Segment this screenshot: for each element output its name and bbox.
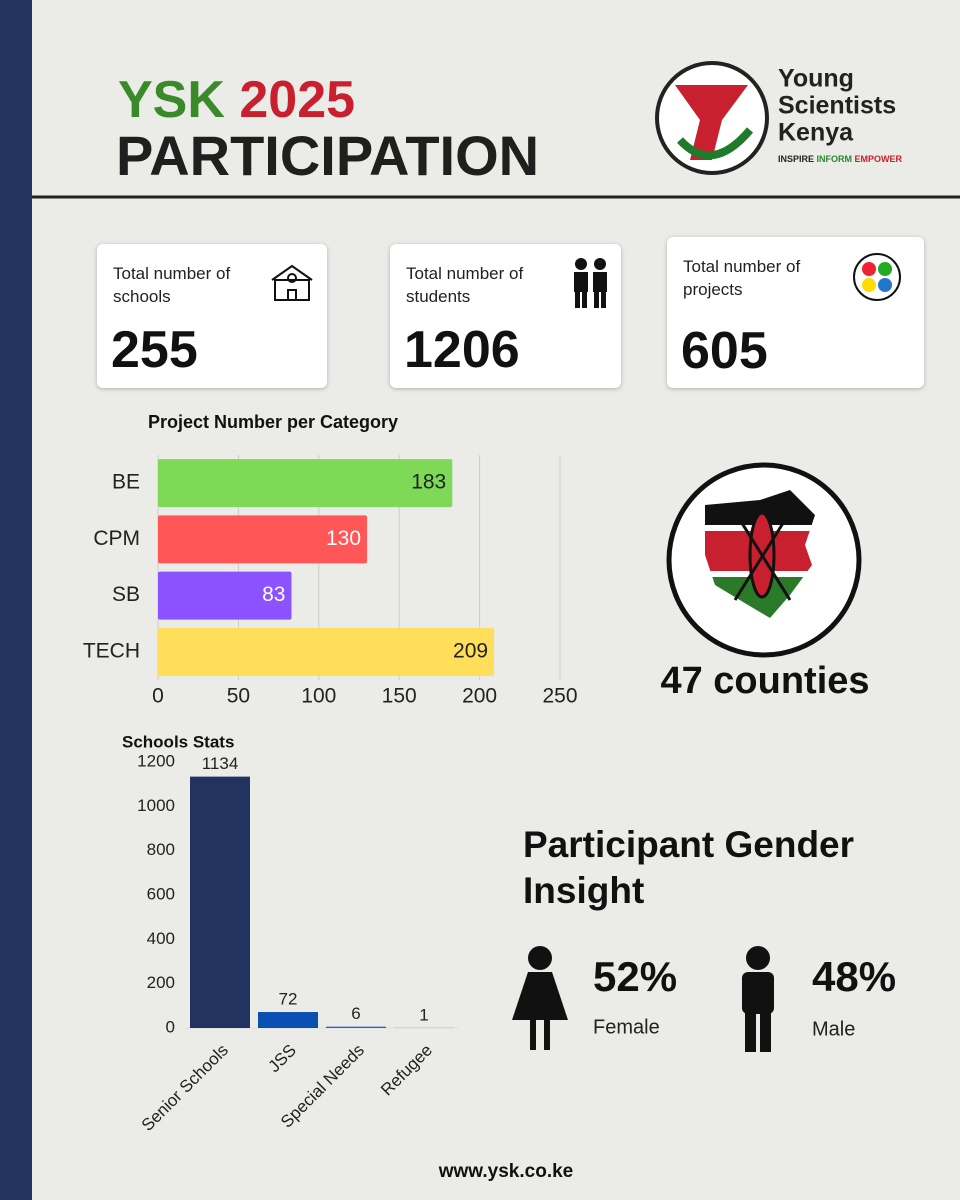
x-tick-label: JSS <box>265 1041 300 1076</box>
data-label: 72 <box>279 990 298 1009</box>
bar <box>158 571 292 620</box>
bar <box>158 515 368 564</box>
spear <box>733 511 792 601</box>
stat-label: Total number of schools <box>113 264 231 306</box>
x-tick-label: Senior Schools <box>138 1041 232 1135</box>
data-label: 1134 <box>202 754 239 773</box>
side-stripe <box>0 0 32 1200</box>
stat-label: Total number of students <box>406 264 524 306</box>
y-tick-label: 1200 <box>137 751 175 770</box>
bar <box>326 1026 386 1028</box>
gender-percent: 52% <box>593 953 677 1000</box>
bar <box>158 459 453 508</box>
bar <box>158 627 495 676</box>
x-tick-label: 200 <box>462 685 497 708</box>
stat-card: Total number of schools 255 <box>97 244 327 388</box>
y-tick-label: 600 <box>147 884 175 903</box>
x-tick-label: Refugee <box>377 1041 436 1100</box>
kenya-badge <box>666 462 862 658</box>
counties-label: 47 counties <box>660 660 869 702</box>
logo: Young Scientists Kenya INSPIRE INFORM EM… <box>655 61 903 175</box>
tagline-word: INSPIRE <box>778 154 814 164</box>
y-tick-label: BE <box>112 471 140 494</box>
data-label: 130 <box>326 527 361 550</box>
title-part: YSK <box>118 71 225 129</box>
stat-card: Total number of students 1206 <box>390 244 621 388</box>
x-tick-label: 250 <box>542 685 577 708</box>
school-icon <box>271 264 313 301</box>
y-tick-label: CPM <box>93 527 140 550</box>
data-label: 183 <box>411 471 446 494</box>
title-part: 2025 <box>239 71 355 129</box>
logo-text: Kenya <box>778 119 854 147</box>
students-icon <box>574 258 607 308</box>
projects-icon <box>853 253 901 301</box>
y-tick-label: 400 <box>147 929 175 948</box>
gender-percent: 48% <box>812 953 896 1000</box>
bar <box>258 1012 318 1028</box>
logo-shape <box>677 127 754 160</box>
stat-value: 255 <box>111 321 198 379</box>
data-label: 1 <box>419 1005 428 1024</box>
x-tick-label: 100 <box>301 685 336 708</box>
gender-label: Male <box>812 1018 855 1040</box>
stat-value: 1206 <box>404 321 520 379</box>
logo-text: Scientists <box>778 92 896 120</box>
footer-url: www.ysk.co.ke <box>438 1161 573 1182</box>
female-icon <box>512 946 568 1050</box>
data-label: 83 <box>262 583 285 606</box>
x-tick-label: 50 <box>227 685 250 708</box>
title-line: PARTICIPATION <box>116 124 539 187</box>
x-tick-label: 150 <box>382 685 417 708</box>
y-tick-label: 200 <box>147 973 175 992</box>
gender-label: Female <box>593 1016 660 1038</box>
y-tick-label: 0 <box>166 1017 175 1036</box>
y-tick-label: TECH <box>83 639 140 662</box>
y-tick-label: SB <box>112 583 140 606</box>
y-tick-label: 1000 <box>137 796 175 815</box>
logo-text: Young <box>778 65 854 93</box>
male-icon <box>742 946 774 1052</box>
title: YSK 2025 <box>118 71 355 129</box>
logo-shape <box>675 85 748 160</box>
tagline: INSPIRE INFORM EMPOWER <box>778 154 903 164</box>
stat-value: 605 <box>681 322 768 380</box>
data-label: 209 <box>453 639 488 662</box>
gender-title: Participant Gender Insight <box>523 824 855 911</box>
tagline-word: EMPOWER <box>855 154 903 164</box>
stat-card: Total number of projects 605 <box>667 237 924 388</box>
data-label: 6 <box>351 1004 360 1023</box>
bar <box>190 776 250 1028</box>
chart-title: Schools Stats <box>122 732 234 751</box>
y-tick-label: 800 <box>147 840 175 859</box>
chart-title: Project Number per Category <box>148 412 398 432</box>
x-tick-label: 0 <box>152 685 164 708</box>
stat-label: Total number of projects <box>683 257 801 299</box>
tagline-word: INFORM <box>817 154 853 164</box>
